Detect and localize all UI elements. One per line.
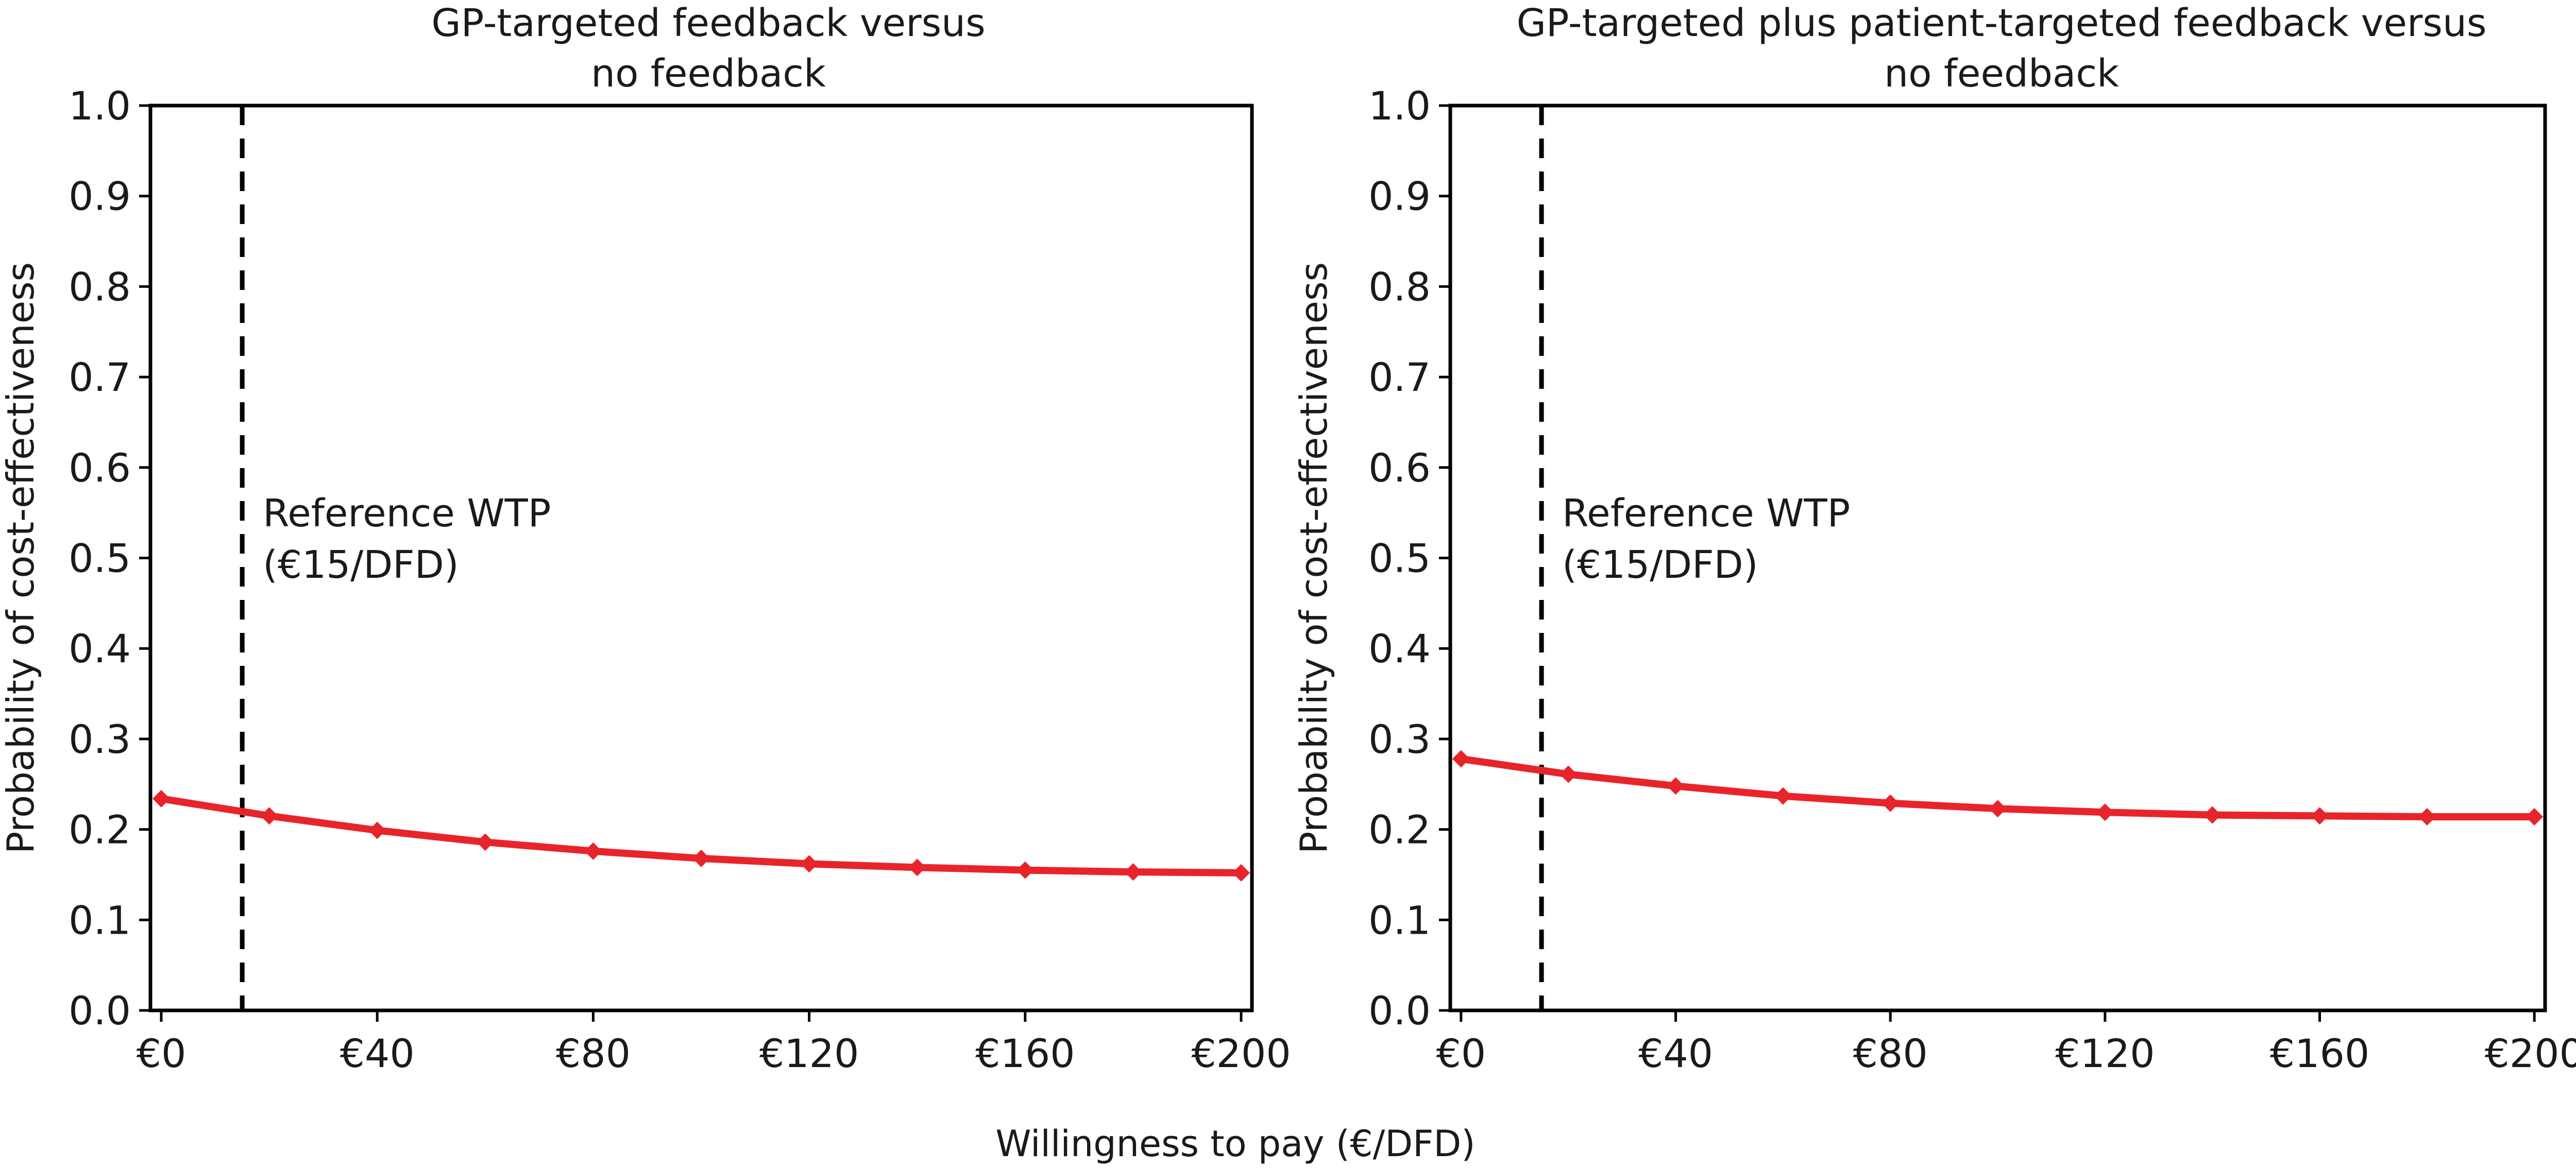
y-tick-label: 0.4 xyxy=(1368,626,1431,672)
y-tick-label: 0.8 xyxy=(69,264,131,310)
x-tick-label: €160 xyxy=(975,1030,1075,1076)
y-tick-label: 0.1 xyxy=(69,897,131,943)
y-tick-label: 0.2 xyxy=(69,807,131,853)
reference-label: Reference WTP xyxy=(263,491,551,536)
x-tick-label: €0 xyxy=(137,1030,187,1076)
chart-panel-1: GP-targeted feedback versus no feedback Pr… xyxy=(0,1,1291,1076)
x-tick-label: €80 xyxy=(1853,1030,1928,1076)
data-point xyxy=(1452,750,1470,768)
x-tick-label: €160 xyxy=(2270,1030,2369,1076)
y-tick-label: 0.6 xyxy=(69,445,131,491)
y-tick-label: 0.5 xyxy=(69,536,131,581)
y-tick-label: 0.0 xyxy=(1368,988,1431,1034)
x-tick-label: €40 xyxy=(1638,1030,1713,1076)
chart-title-line: GP-targeted plus patient-targeted feedba… xyxy=(1517,1,2487,45)
y-tick-label: 0.1 xyxy=(1368,897,1431,943)
y-axis-label: Probability of cost-effectiveness xyxy=(0,262,42,854)
data-point xyxy=(1016,861,1034,879)
x-axis-label: Willingness to pay (€/DFD) xyxy=(995,1123,1475,1165)
y-tick-label: 0.0 xyxy=(69,988,131,1034)
data-point xyxy=(1232,864,1250,882)
plot-frame xyxy=(148,104,1254,1012)
x-tick-label: €120 xyxy=(759,1030,859,1076)
plot-frame xyxy=(1448,104,2547,1012)
x-tick-label: €200 xyxy=(2484,1030,2576,1076)
data-point xyxy=(368,821,386,839)
data-point xyxy=(1774,787,1792,805)
x-tick-label: €120 xyxy=(2055,1030,2155,1076)
reference-label: Reference WTP xyxy=(1562,491,1850,536)
data-point xyxy=(584,842,602,860)
reference-label: (€15/DFD) xyxy=(1562,543,1758,587)
data-point xyxy=(2418,808,2436,826)
reference-label: (€15/DFD) xyxy=(263,543,459,587)
y-tick-label: 0.3 xyxy=(1368,716,1431,762)
data-point xyxy=(1560,765,1578,783)
data-point xyxy=(1882,794,1900,812)
y-tick-label: 0.2 xyxy=(1368,807,1431,853)
data-point xyxy=(2526,808,2544,826)
y-tick-label: 0.6 xyxy=(1368,445,1431,491)
data-point xyxy=(1989,800,2007,818)
data-point xyxy=(908,858,926,877)
y-tick-label: 0.7 xyxy=(1368,354,1431,400)
x-tick-label: €80 xyxy=(556,1030,631,1076)
data-point xyxy=(1667,777,1685,795)
y-tick-label: 1.0 xyxy=(69,83,131,129)
x-tick-label: €0 xyxy=(1436,1030,1486,1076)
y-tick-label: 0.9 xyxy=(69,174,131,219)
y-axis-label: Probability of cost-effectiveness xyxy=(1292,262,1335,854)
data-point xyxy=(800,855,818,873)
data-point xyxy=(2311,807,2329,825)
data-point xyxy=(476,833,494,851)
x-tick-label: €40 xyxy=(340,1030,415,1076)
chart-panel-2: GP-targeted plus patient-targeted feedba… xyxy=(1292,1,2576,1076)
chart-title-line: GP-targeted feedback versus xyxy=(431,1,985,45)
data-point xyxy=(1124,863,1142,881)
data-point xyxy=(2204,806,2222,824)
data-point xyxy=(152,789,170,808)
data-point xyxy=(692,849,710,867)
y-tick-label: 1.0 xyxy=(1368,83,1431,129)
data-point xyxy=(2096,803,2114,821)
y-tick-label: 0.3 xyxy=(69,716,131,762)
y-tick-label: 0.8 xyxy=(1368,264,1431,310)
y-tick-label: 0.5 xyxy=(1368,536,1431,581)
chart-title-line: no feedback xyxy=(1884,51,2119,96)
y-tick-label: 0.4 xyxy=(69,626,131,672)
x-tick-label: €200 xyxy=(1191,1030,1291,1076)
data-point xyxy=(260,807,278,825)
y-tick-label: 0.9 xyxy=(1368,174,1431,219)
y-tick-label: 0.7 xyxy=(69,354,131,400)
chart-title-line: no feedback xyxy=(591,51,826,96)
